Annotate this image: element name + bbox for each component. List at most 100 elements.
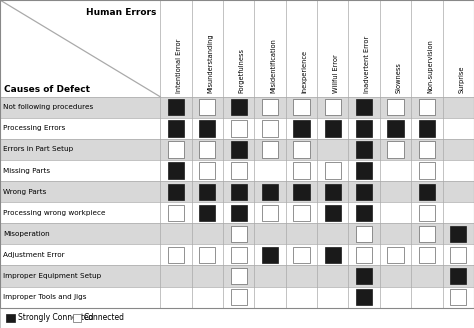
- Text: Wrong Parts: Wrong Parts: [3, 189, 46, 195]
- Bar: [0, 160, 474, 181]
- Bar: [356, 268, 373, 284]
- Bar: [168, 162, 184, 179]
- Bar: [450, 268, 466, 284]
- Bar: [230, 183, 247, 200]
- Bar: [0, 139, 474, 160]
- Bar: [419, 162, 435, 179]
- Bar: [168, 183, 184, 200]
- Bar: [0, 287, 474, 308]
- Bar: [293, 183, 310, 200]
- Bar: [419, 247, 435, 263]
- Bar: [0, 118, 474, 139]
- Text: Connected: Connected: [84, 313, 125, 322]
- Bar: [6, 314, 15, 322]
- Text: Non-supervision: Non-supervision: [427, 39, 433, 93]
- Bar: [293, 120, 310, 136]
- Bar: [325, 120, 341, 136]
- Bar: [293, 247, 310, 263]
- Text: Human Errors: Human Errors: [86, 8, 156, 17]
- Bar: [262, 141, 278, 158]
- Bar: [168, 120, 184, 136]
- Bar: [356, 99, 373, 115]
- Bar: [419, 141, 435, 158]
- Bar: [0, 223, 474, 244]
- Text: Misoperation: Misoperation: [3, 231, 50, 237]
- Text: Missing Parts: Missing Parts: [3, 168, 50, 174]
- Text: Intentional Error: Intentional Error: [176, 38, 182, 93]
- Bar: [419, 183, 435, 200]
- Bar: [199, 120, 216, 136]
- Bar: [419, 99, 435, 115]
- Bar: [293, 162, 310, 179]
- Bar: [168, 99, 184, 115]
- Bar: [293, 205, 310, 221]
- Bar: [450, 247, 466, 263]
- Bar: [262, 247, 278, 263]
- Bar: [356, 226, 373, 242]
- Bar: [356, 247, 373, 263]
- Text: Processing wrong workpiece: Processing wrong workpiece: [3, 210, 106, 216]
- Bar: [293, 99, 310, 115]
- Bar: [73, 314, 81, 322]
- Bar: [325, 99, 341, 115]
- Bar: [419, 205, 435, 221]
- Text: Strongly Connected: Strongly Connected: [18, 313, 93, 322]
- Bar: [230, 226, 247, 242]
- Bar: [168, 247, 184, 263]
- Bar: [230, 141, 247, 158]
- Bar: [419, 120, 435, 136]
- Bar: [356, 141, 373, 158]
- Bar: [199, 205, 216, 221]
- Bar: [387, 141, 404, 158]
- Bar: [293, 141, 310, 158]
- Text: Misidentification: Misidentification: [270, 38, 276, 93]
- Bar: [356, 162, 373, 179]
- Bar: [168, 205, 184, 221]
- Bar: [230, 162, 247, 179]
- Bar: [0, 181, 474, 202]
- Text: Inadvertent Error: Inadvertent Error: [364, 35, 370, 93]
- Bar: [262, 205, 278, 221]
- Bar: [230, 268, 247, 284]
- Bar: [450, 226, 466, 242]
- Bar: [325, 183, 341, 200]
- Bar: [262, 120, 278, 136]
- Text: Inexperience: Inexperience: [301, 50, 308, 93]
- Text: Improper Tools and Jigs: Improper Tools and Jigs: [3, 294, 86, 300]
- Text: Willful Error: Willful Error: [333, 54, 339, 93]
- Bar: [262, 183, 278, 200]
- Bar: [230, 99, 247, 115]
- Bar: [199, 183, 216, 200]
- Bar: [325, 247, 341, 263]
- Bar: [356, 183, 373, 200]
- Bar: [356, 205, 373, 221]
- Text: Slowness: Slowness: [395, 62, 401, 93]
- Bar: [0, 265, 474, 287]
- Bar: [387, 247, 404, 263]
- Bar: [230, 205, 247, 221]
- Bar: [387, 99, 404, 115]
- Text: Forgetfulness: Forgetfulness: [238, 48, 245, 93]
- Bar: [387, 120, 404, 136]
- Bar: [356, 289, 373, 305]
- Text: Causes of Defect: Causes of Defect: [4, 85, 90, 94]
- Bar: [325, 162, 341, 179]
- Bar: [230, 247, 247, 263]
- Bar: [0, 0, 474, 97]
- Text: Adjustment Error: Adjustment Error: [3, 252, 64, 258]
- Text: Processing Errors: Processing Errors: [3, 125, 65, 132]
- Bar: [0, 244, 474, 265]
- Text: Misunderstanding: Misunderstanding: [207, 33, 213, 93]
- Bar: [199, 247, 216, 263]
- Text: Surprise: Surprise: [458, 65, 465, 93]
- Bar: [230, 289, 247, 305]
- Bar: [230, 120, 247, 136]
- Bar: [356, 120, 373, 136]
- Text: Not following procedures: Not following procedures: [3, 104, 93, 110]
- Bar: [0, 202, 474, 223]
- Bar: [168, 141, 184, 158]
- Bar: [419, 226, 435, 242]
- Text: Improper Equipment Setup: Improper Equipment Setup: [3, 273, 101, 279]
- Bar: [262, 99, 278, 115]
- Bar: [199, 99, 216, 115]
